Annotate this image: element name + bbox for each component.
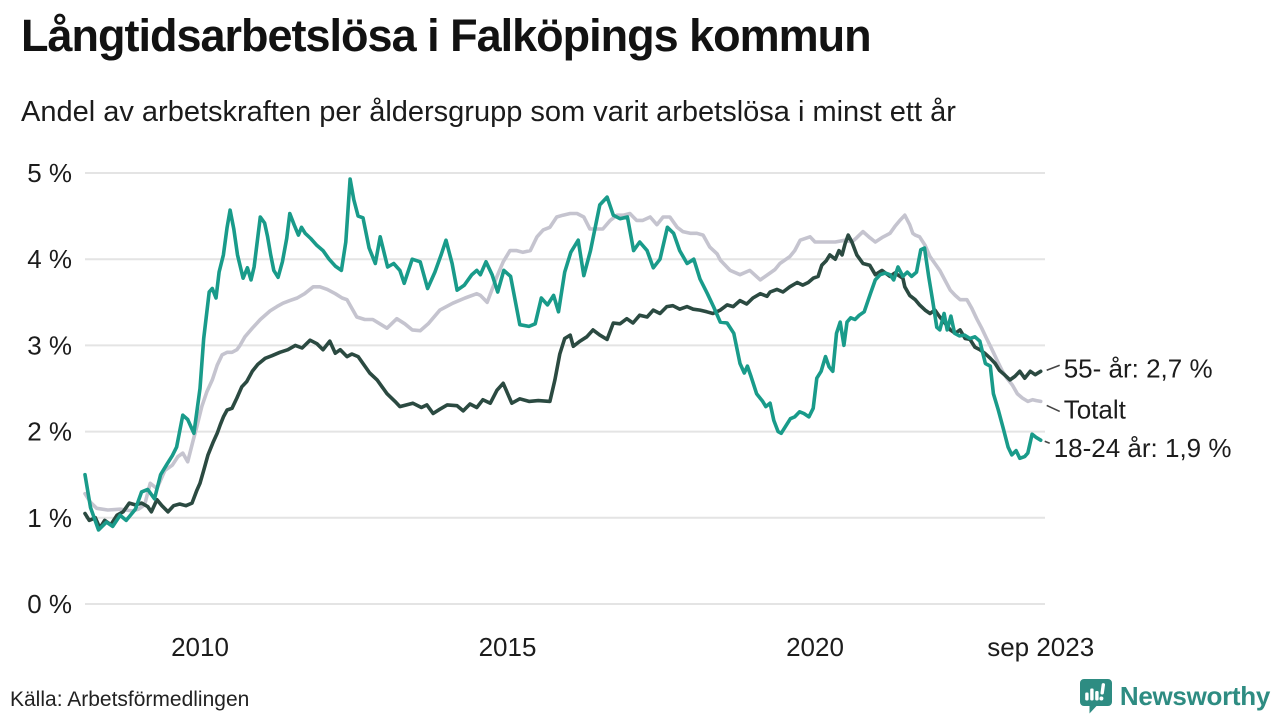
- x-tick-label: sep 2023: [987, 632, 1094, 662]
- callout-line: [1046, 364, 1060, 372]
- chart-subtitle: Andel av arbetskraften per åldersgrupp s…: [21, 96, 956, 128]
- source-note: Källa: Arbetsförmedlingen: [10, 688, 250, 711]
- y-tick-label: 2 %: [27, 417, 72, 447]
- callout-line: [1044, 440, 1051, 444]
- newsworthy-icon: [1079, 679, 1112, 714]
- y-tick-label: 0 %: [27, 589, 72, 619]
- y-tick-label: 5 %: [27, 158, 72, 188]
- y-tick-label: 4 %: [27, 244, 72, 274]
- series-end-label: 55- år: 2,7 %: [1064, 353, 1213, 383]
- newsworthy-logo: Newsworthy: [1079, 678, 1270, 714]
- newsworthy-wordmark: Newsworthy: [1119, 680, 1270, 711]
- chart-header: Långtidsarbetslösa i Falköpings kommun A…: [21, 10, 1260, 129]
- series-line: [83, 233, 1043, 530]
- page-title: Långtidsarbetslösa i Falköpings kommun: [21, 10, 872, 61]
- y-tick-label: 3 %: [27, 330, 72, 360]
- series-line: [83, 211, 1043, 513]
- x-tick-label: 2015: [479, 632, 537, 662]
- x-tick-label: 2020: [786, 632, 844, 662]
- series-line: [83, 177, 1043, 532]
- series-end-label: Totalt: [1064, 394, 1127, 424]
- x-tick-label: 2010: [171, 632, 229, 662]
- callout-line: [1046, 404, 1061, 413]
- series-end-label: 18-24 år: 1,9 %: [1054, 433, 1232, 463]
- y-tick-label: 1 %: [27, 503, 72, 533]
